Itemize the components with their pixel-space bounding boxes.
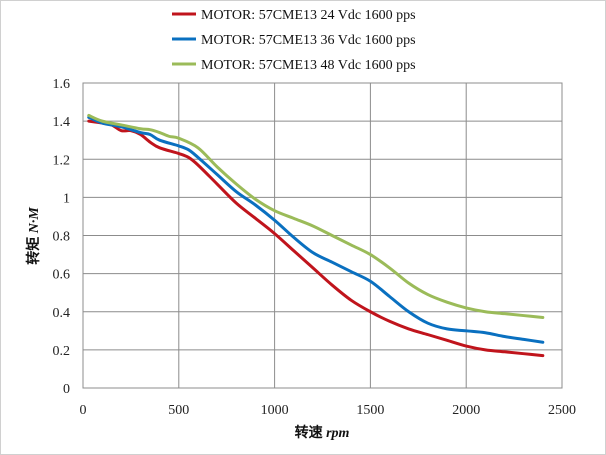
x-axis-unit: rpm — [326, 426, 349, 441]
y-axis-unit: N·M — [27, 207, 42, 235]
legend-label-0: MOTOR: 57CME13 24 Vdc 1600 pps — [201, 8, 416, 23]
y-tick-label: 0.2 — [53, 344, 71, 359]
x-tick-label: 1500 — [356, 403, 384, 418]
series-line-2 — [87, 113, 545, 319]
y-tick-label: 1.4 — [53, 115, 71, 130]
y-tick-label: 0 — [63, 382, 70, 397]
x-axis-label: 转速 rpm — [295, 424, 350, 441]
legend: MOTOR: 57CME13 24 Vdc 1600 pps MOTOR: 57C… — [172, 8, 416, 73]
series-line-1 — [87, 115, 545, 344]
y-tick-label: 0.4 — [53, 306, 71, 321]
y-axis-label-text: 转矩 — [25, 237, 42, 265]
x-tick-label: 2500 — [548, 403, 576, 418]
y-tick-label: 1 — [63, 191, 70, 206]
plot-area — [82, 82, 563, 389]
y-tick-labels: 0 0.2 0.4 0.6 0.8 1 1.2 1.4 1.6 — [53, 77, 71, 397]
x-tick-label: 0 — [80, 403, 87, 418]
y-tick-label: 1.6 — [53, 77, 71, 92]
y-tick-label: 0.6 — [53, 268, 71, 283]
x-tick-label: 2000 — [452, 403, 480, 418]
grid — [82, 82, 563, 389]
y-axis-label: 转矩 N·M — [25, 207, 42, 265]
x-tick-label: 1000 — [261, 403, 289, 418]
x-tick-label: 500 — [168, 403, 189, 418]
legend-label-2: MOTOR: 57CME13 48 Vdc 1600 pps — [201, 58, 416, 73]
y-tick-label: 1.2 — [53, 153, 71, 168]
series-lines — [87, 113, 545, 358]
y-tick-label: 0.8 — [53, 230, 71, 245]
x-axis-label-text: 转速 — [295, 424, 323, 441]
x-tick-labels: 0 500 1000 1500 2000 2500 — [80, 403, 577, 418]
legend-label-1: MOTOR: 57CME13 36 Vdc 1600 pps — [201, 33, 416, 48]
